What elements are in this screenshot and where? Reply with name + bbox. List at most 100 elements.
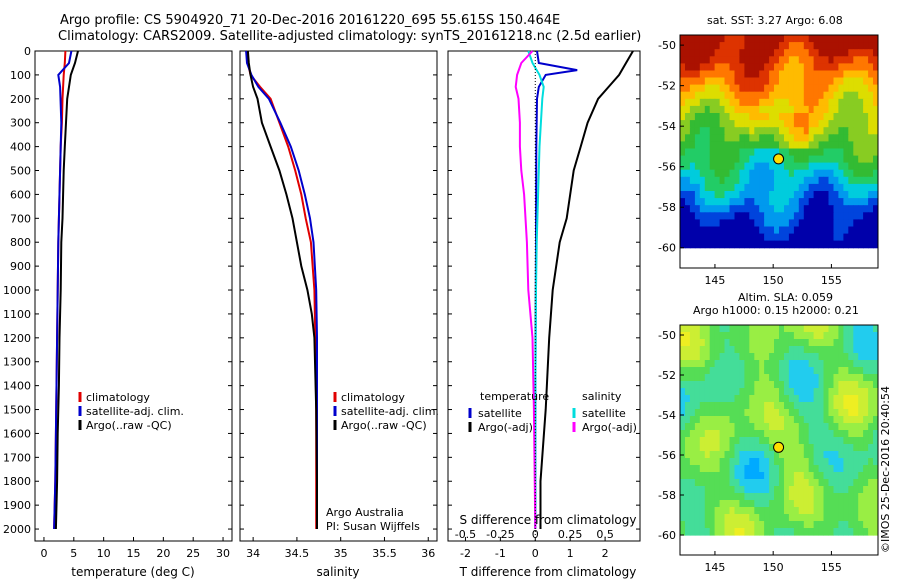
temperature-xtick-label: 15	[127, 547, 141, 560]
sst-map-cell	[769, 141, 775, 150]
sst-map-cell	[813, 183, 820, 192]
sst-map-cell	[813, 155, 820, 164]
sla-map-cell	[788, 521, 795, 529]
sst-map-cell	[808, 219, 815, 228]
sst-map-cell	[774, 141, 780, 150]
sla-map-cell	[724, 332, 730, 340]
sla-map-cell	[749, 465, 755, 473]
sla-map-cell	[808, 353, 815, 361]
sst-map-cell	[779, 176, 785, 185]
sla-map-cell	[838, 374, 844, 382]
sst-map-cell	[754, 141, 760, 150]
sst-map-cell	[719, 120, 726, 128]
sla-map-ytick-label: -60	[658, 529, 676, 542]
sla-map-cell	[754, 353, 760, 361]
sla-map-cell	[719, 339, 726, 347]
sla-map-cell	[759, 367, 765, 375]
sla-map-cell	[709, 346, 716, 354]
sst-map-cell	[719, 49, 726, 57]
sla-map-cell	[784, 416, 790, 424]
sst-map-cell	[680, 191, 686, 199]
sla-map-xtick-label: 145	[704, 561, 725, 574]
sst-map-cell	[793, 176, 800, 185]
sla-map-cell	[764, 339, 770, 347]
sla-map-cell	[699, 423, 706, 431]
sla-map-cell	[739, 430, 745, 438]
sla-map-cell	[823, 381, 829, 389]
sla-map-cell	[704, 528, 711, 536]
sst-map-cell	[788, 70, 795, 79]
sst-map-cell	[779, 42, 785, 50]
sla-map-cell	[759, 416, 765, 424]
sst-map-cell	[808, 84, 815, 93]
sla-map-cell	[734, 395, 740, 403]
sst-map-cell	[759, 240, 765, 249]
sla-map-ytick-label: -52	[658, 369, 676, 382]
sst-map-cell	[813, 191, 820, 199]
sla-map-cell	[784, 514, 790, 522]
sla-map-cell	[729, 500, 735, 508]
sst-map-cell	[739, 183, 745, 192]
sst-map-cell	[719, 63, 726, 72]
sst-map-cell	[863, 42, 869, 50]
sla-map-cell	[784, 479, 790, 487]
sla-map-cell	[823, 423, 829, 431]
sst-map-cell	[699, 120, 706, 128]
sla-map-cell	[724, 416, 730, 424]
sst-map-cell	[858, 35, 864, 43]
sla-map-cell	[833, 472, 839, 480]
sst-map-cell	[769, 233, 775, 242]
sla-map-cell	[734, 367, 740, 375]
sst-map-cell	[868, 113, 874, 121]
sla-map-cell	[729, 528, 735, 536]
sst-map-cell	[788, 35, 795, 43]
sst-map-cell	[769, 113, 775, 121]
sla-map-cell	[848, 325, 854, 333]
sla-map-cell	[744, 346, 750, 354]
sla-map-cell	[704, 486, 711, 494]
sla-map-cell	[779, 465, 785, 473]
sst-map-cell	[793, 141, 800, 150]
sst-map-cell	[689, 70, 696, 79]
sst-map-cell	[709, 205, 716, 213]
sla-map-cell	[739, 353, 745, 361]
sla-map-cell	[685, 437, 691, 445]
diff-legend-left-title: temperature	[480, 390, 549, 403]
sst-map-cell	[739, 198, 745, 206]
sla-map-cell	[699, 360, 706, 368]
sst-map-cell	[828, 212, 834, 220]
sst-map-cell	[838, 219, 844, 228]
sla-map-cell	[759, 444, 765, 452]
sla-map-cell	[858, 346, 864, 354]
sst-map-cell	[759, 205, 765, 213]
sst-map-cell	[744, 191, 750, 199]
sst-map-cell	[685, 49, 691, 57]
sla-map-cell	[828, 486, 834, 494]
sst-map-cell	[729, 162, 735, 171]
sla-map-cell	[813, 458, 820, 466]
sst-map-cell	[823, 91, 829, 100]
sst-map-cell	[709, 226, 716, 235]
sst-map-cell	[788, 148, 795, 157]
sst-map-cell	[823, 56, 829, 64]
sst-map-cell	[813, 84, 820, 93]
sst-map-cell	[719, 219, 726, 228]
sla-map-cell	[838, 367, 844, 375]
sst-map-cell	[704, 198, 711, 206]
sla-map-cell	[739, 325, 745, 333]
salinity-annotation-institution: Argo Australia	[326, 506, 404, 519]
sla-map-cell	[759, 374, 765, 382]
sst-map-cell	[823, 105, 829, 114]
title-line-1: Argo profile: CS 5904920_71 20-Dec-2016 …	[60, 13, 561, 28]
sst-map-cell	[744, 205, 750, 213]
sla-map-cell	[813, 339, 820, 347]
sla-map-cell	[709, 465, 716, 473]
sla-map-cell	[848, 521, 854, 529]
sla-map-cell	[774, 339, 780, 347]
sst-map-cell	[689, 134, 696, 142]
sla-map-cell	[764, 381, 770, 389]
sla-map-cell	[724, 521, 730, 529]
sla-map-cell	[759, 493, 765, 501]
sst-map-cell	[699, 91, 706, 100]
sst-map-cell	[704, 49, 711, 57]
